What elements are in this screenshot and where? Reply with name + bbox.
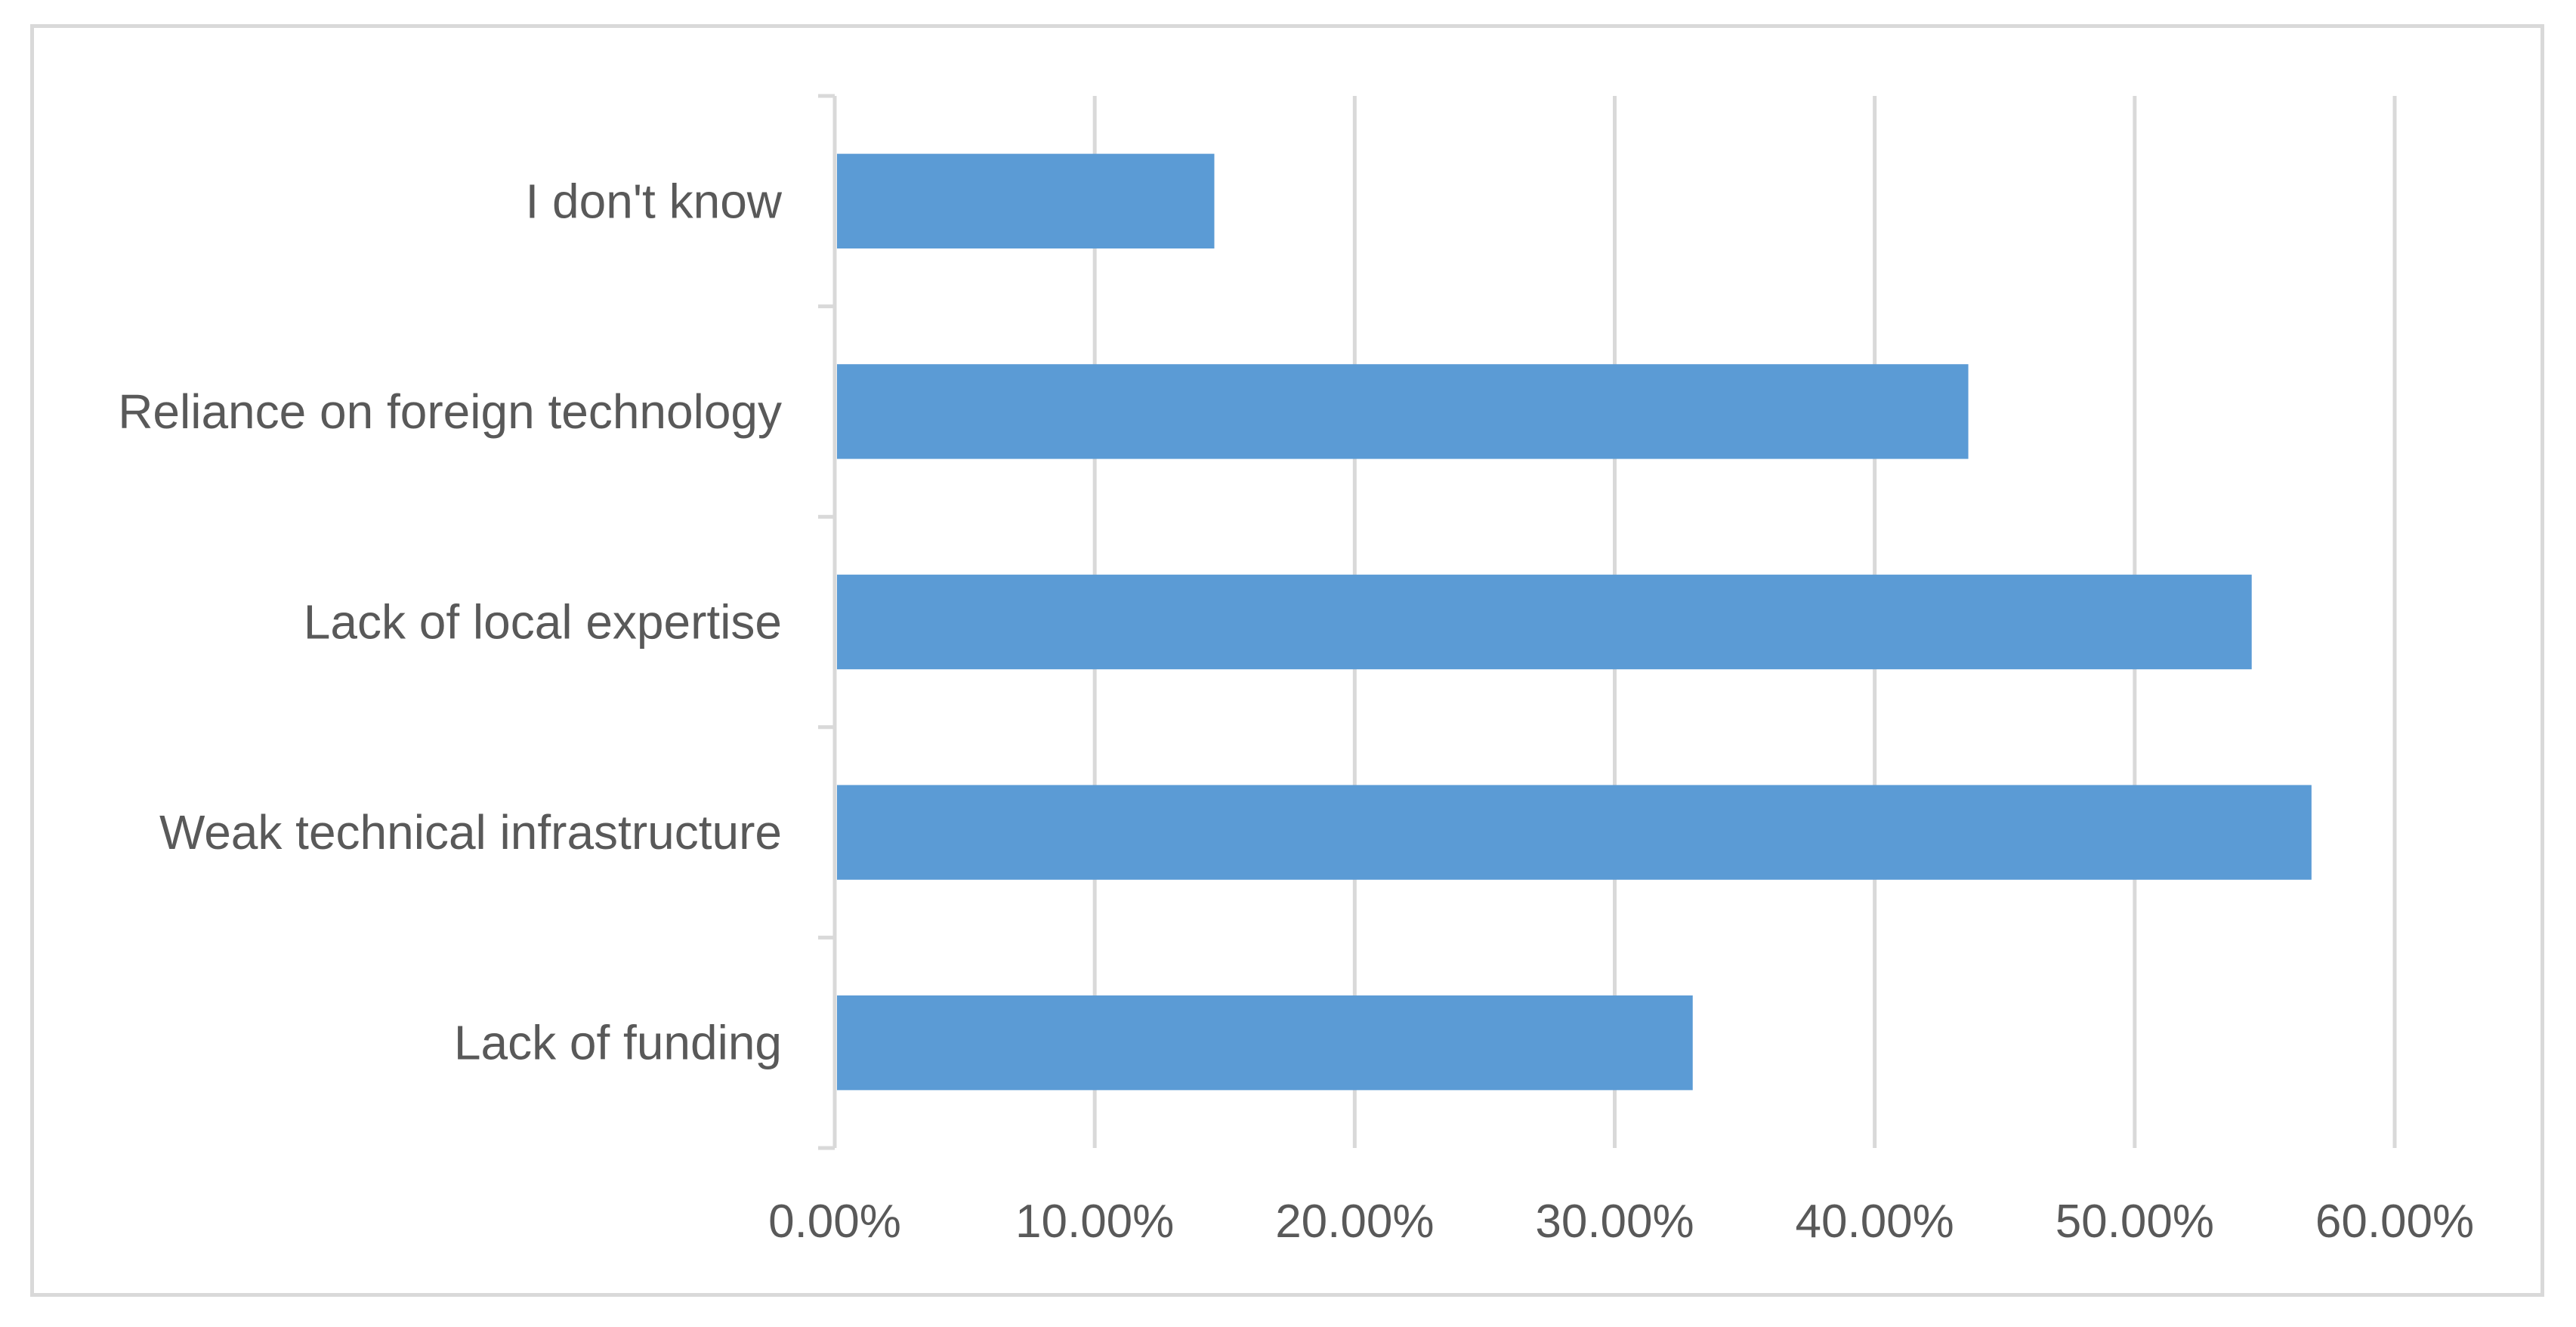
bars: [837, 153, 2312, 1091]
x-tick-label: 40.00%: [1796, 1196, 1954, 1248]
x-tick-label: 20.00%: [1275, 1196, 1434, 1248]
category-label: I don't know: [525, 174, 782, 228]
bar: [837, 574, 2252, 670]
category-label: Lack of local expertise: [304, 595, 782, 650]
bar: [837, 785, 2312, 880]
bar: [837, 364, 1969, 459]
category-labels: I don't know Reliance on foreign technolo…: [118, 174, 783, 1069]
category-label: Lack of funding: [454, 1016, 782, 1070]
bar: [837, 153, 1215, 248]
x-tick-label: 0.00%: [768, 1196, 901, 1248]
bar: [837, 995, 1693, 1091]
category-label: Reliance on foreign technology: [118, 384, 782, 439]
x-tick-label: 10.00%: [1015, 1196, 1174, 1248]
x-tick-label: 50.00%: [2056, 1196, 2214, 1248]
x-tick-label: 60.00%: [2315, 1196, 2474, 1248]
category-axis: [818, 94, 837, 1150]
x-tick-label: 30.00%: [1535, 1196, 1694, 1248]
value-axis-labels: 0.00% 10.00% 20.00% 30.00% 40.00% 50.00% 60.00…: [768, 1196, 2474, 1248]
category-label: Weak technical infrastructure: [159, 805, 782, 859]
